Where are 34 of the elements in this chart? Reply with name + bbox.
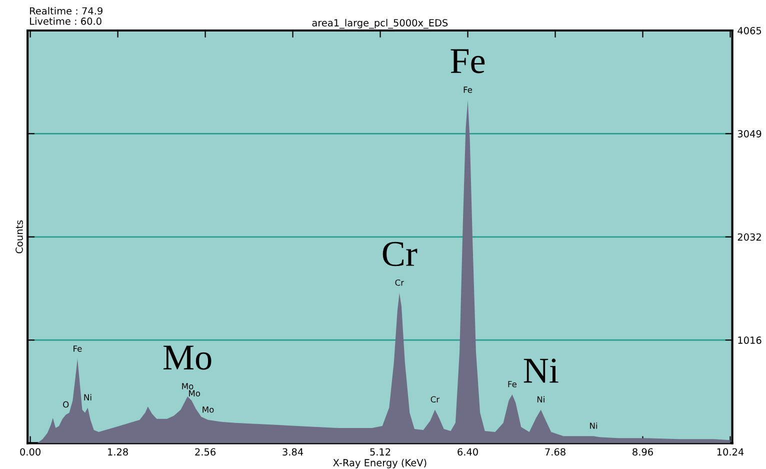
y-tick-label: 1016 bbox=[738, 336, 762, 344]
annotation: Fe bbox=[450, 49, 485, 74]
x-tick-label: 7.68 bbox=[545, 448, 566, 456]
y-tick-label: 2032 bbox=[738, 233, 761, 241]
x-tick-label: 1.28 bbox=[108, 448, 128, 456]
x-tick-label: 0.00 bbox=[20, 448, 40, 456]
annotation: Cr bbox=[395, 279, 404, 286]
annotation: Fe bbox=[74, 346, 82, 352]
text: Realtime : 74.9 bbox=[30, 7, 102, 15]
annotation: Mo bbox=[182, 383, 194, 390]
y-tick-label: 4065 bbox=[738, 26, 762, 34]
x-tick-label: 6.40 bbox=[458, 448, 478, 456]
annotation: Fe bbox=[464, 86, 472, 93]
annotation: Cr bbox=[382, 242, 418, 266]
annotation: Ni bbox=[590, 422, 598, 429]
annotation: Ni bbox=[524, 358, 558, 383]
x-tick-label: 8.96 bbox=[632, 448, 653, 456]
chart-title: area1_large_pcl_5000x_EDS bbox=[312, 18, 448, 29]
x-tick-label: 2.56 bbox=[195, 448, 216, 456]
annotation: Ni bbox=[84, 394, 92, 400]
x-axis-title: X-Ray Energy (KeV) bbox=[333, 458, 426, 468]
annotation: Ni bbox=[537, 396, 544, 402]
annotation: Cr bbox=[430, 396, 440, 403]
x-tick-label: 3.84 bbox=[282, 448, 304, 456]
annotation: Mo bbox=[163, 346, 212, 370]
annotation: Mo bbox=[202, 406, 214, 413]
annotation: O bbox=[63, 401, 69, 408]
y-tick-label: 3049 bbox=[738, 130, 762, 138]
annotation: Fe bbox=[508, 381, 516, 388]
text: Livetime : 60.0 bbox=[30, 17, 102, 25]
x-tick-label: 10.24 bbox=[717, 448, 744, 456]
y-axis-title: Counts bbox=[16, 220, 23, 254]
annotation: Mo bbox=[189, 390, 200, 396]
x-tick-label: 5.12 bbox=[370, 448, 390, 456]
